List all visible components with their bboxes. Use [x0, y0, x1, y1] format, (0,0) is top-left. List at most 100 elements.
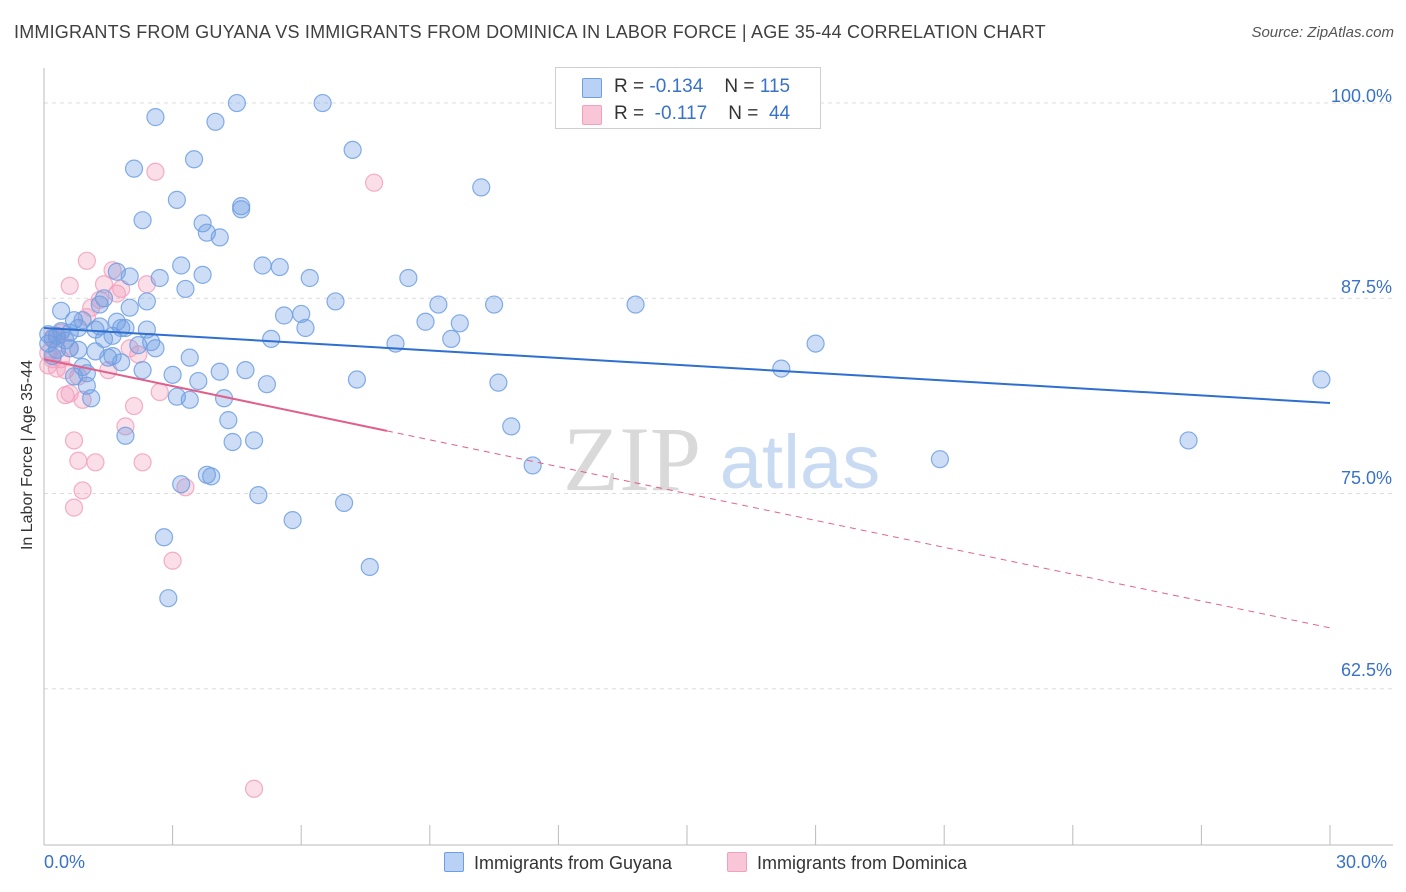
- guyana-point-47: [154, 528, 174, 547]
- guyana-point-97: [472, 178, 491, 197]
- dominica-point-15: [69, 451, 88, 470]
- guyana-point-15: [73, 311, 92, 330]
- guyana-point-41: [137, 292, 156, 311]
- bottom-legend-label-guyana: Immigrants from Guyana: [474, 853, 673, 873]
- stats-legend: R = -0.134 N = 115 R = -0.117 N = 44: [555, 67, 821, 129]
- dominica-point-31: [124, 396, 144, 416]
- guyana-point-92: [399, 268, 418, 288]
- trend-line-guyana: [43, 326, 1331, 404]
- gridlines: [44, 102, 1393, 690]
- legend-n-value-guyana: 115: [759, 76, 791, 97]
- legend-r-value-dominica: -0.117: [654, 103, 708, 124]
- guyana-point-85: [313, 93, 332, 113]
- legend-r-value-guyana: -0.134: [649, 76, 704, 97]
- legend-r-label: R =: [614, 76, 645, 97]
- legend-n-label: N =: [724, 76, 755, 97]
- guyana-point-66: [210, 228, 229, 247]
- guyana-point-87: [334, 493, 354, 513]
- guyana-point-40: [133, 211, 152, 230]
- y-tick-label-62-5: 62.5%: [1340, 660, 1392, 680]
- dominica-point-36: [150, 382, 169, 402]
- series-guyana-points: [39, 93, 1331, 608]
- guyana-point-59: [193, 214, 212, 233]
- bottom-legend-label-dominica: Immigrants from Dominica: [757, 853, 968, 873]
- guyana-point-105: [930, 450, 950, 469]
- guyana-point-89: [347, 370, 367, 389]
- trend-line-dominica-solid: [43, 358, 388, 432]
- guyana-point-44: [146, 339, 165, 358]
- legend-n-value-dominica: 44: [768, 103, 791, 124]
- guyana-point-74: [244, 431, 264, 450]
- guyana-point-79: [270, 257, 289, 277]
- guyana-point-69: [223, 432, 242, 452]
- legend-swatch-guyana: [582, 78, 602, 98]
- bottom-legend-guyana: Immigrants from Guyana: [444, 852, 672, 874]
- guyana-point-83: [296, 318, 315, 338]
- axes: [43, 68, 1393, 846]
- guyana-point-84: [300, 268, 319, 288]
- dominica-point-14: [64, 498, 84, 517]
- trend-lines: [43, 326, 1331, 629]
- legend-n-label: N =: [728, 103, 759, 124]
- dominica-point-29: [116, 417, 135, 436]
- guyana-point-33: [116, 426, 135, 445]
- guyana-point-13: [69, 340, 88, 359]
- guyana-point-90: [360, 557, 379, 577]
- guyana-point-52: [172, 475, 191, 494]
- guyana-point-45: [146, 108, 165, 127]
- dominica-point-28: [112, 279, 131, 299]
- y-tick-label-75: 75.0%: [1340, 468, 1392, 488]
- legend-swatch-dominica: [582, 105, 602, 125]
- guyana-point-49: [163, 365, 182, 384]
- guyana-point-68: [219, 411, 238, 430]
- guyana-point-24: [94, 289, 114, 308]
- watermark: ZIP atlas: [563, 408, 880, 510]
- guyana-point-65: [210, 362, 229, 381]
- dominica-point-24: [94, 275, 114, 294]
- x-tick-label-min: 0.0%: [44, 852, 86, 872]
- guyana-point-19: [82, 389, 101, 408]
- guyana-point-100: [502, 417, 521, 436]
- guyana-point-95: [442, 329, 461, 349]
- bottom-legend-swatch-guyana: [444, 852, 464, 872]
- guyana-point-77: [257, 375, 277, 394]
- dominica-point-13: [64, 431, 84, 450]
- bottom-legend-swatch-dominica: [727, 852, 747, 872]
- guyana-point-51: [167, 190, 186, 209]
- source-credit: Source: ZipAtlas.com: [1251, 24, 1394, 41]
- guyana-point-36: [120, 267, 139, 286]
- guyana-point-80: [274, 306, 294, 325]
- y-tick-label-87-5: 87.5%: [1340, 277, 1392, 297]
- guyana-point-76: [253, 256, 272, 275]
- guyana-point-37: [124, 159, 144, 178]
- dominica-point-33: [133, 453, 152, 472]
- guyana-point-39: [133, 361, 152, 380]
- guyana-point-104: [806, 334, 825, 353]
- dominica-point-37: [163, 551, 182, 570]
- guyana-point-75: [249, 486, 268, 505]
- guyana-point-64: [206, 112, 225, 131]
- guyana-point-56: [180, 390, 199, 409]
- guyana-point-101: [523, 456, 542, 475]
- guyana-point-72: [232, 200, 251, 219]
- guyana-point-99: [489, 373, 508, 392]
- guyana-point-53: [172, 256, 191, 275]
- legend-r-label: R =: [614, 103, 645, 124]
- guyana-point-7: [52, 301, 71, 320]
- dominica-point-40: [364, 173, 384, 192]
- x-tick-label-max: 30.0%: [1336, 852, 1388, 872]
- guyana-point-46: [150, 268, 169, 288]
- guyana-point-78: [262, 329, 281, 349]
- guyana-point-82: [292, 304, 311, 324]
- guyana-point-57: [184, 150, 204, 169]
- guyana-point-107: [1312, 370, 1331, 389]
- y-tick-label-100: 100.0%: [1330, 86, 1392, 106]
- guyana-point-93: [416, 312, 435, 331]
- bottom-legend-dominica: Immigrants from Dominica: [727, 852, 967, 874]
- guyana-point-32: [112, 353, 131, 372]
- guyana-point-96: [450, 314, 469, 333]
- dominica-point-35: [146, 162, 165, 181]
- guyana-point-54: [176, 279, 195, 299]
- guyana-point-102: [626, 295, 645, 314]
